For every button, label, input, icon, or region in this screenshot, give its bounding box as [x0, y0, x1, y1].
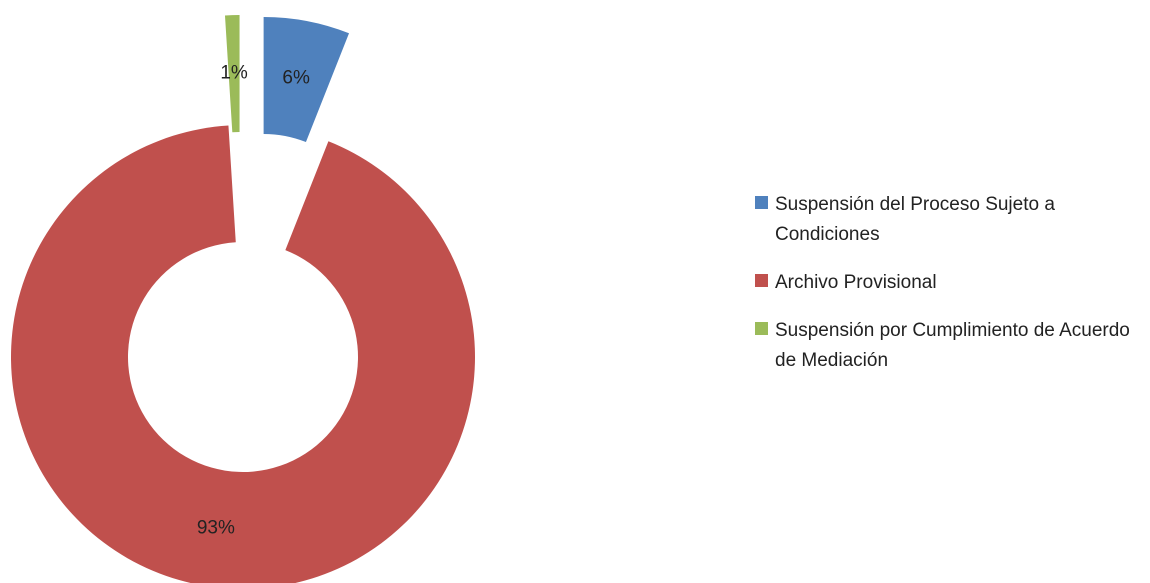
legend: Suspensión del Proceso Sujeto a Condicio… [755, 190, 1145, 394]
data-label: 6% [282, 68, 310, 89]
legend-swatch [755, 274, 768, 287]
data-label: 93% [197, 517, 235, 538]
legend-label: Suspensión por Cumplimiento de Acuerdo d… [775, 320, 1130, 371]
legend-item: Suspensión del Proceso Sujeto a Condicio… [755, 190, 1145, 250]
legend-item: Suspensión por Cumplimiento de Acuerdo d… [755, 316, 1145, 376]
legend-label: Archivo Provisional [775, 272, 937, 293]
slice [11, 125, 475, 583]
legend-swatch [755, 322, 768, 335]
legend-swatch [755, 196, 768, 209]
legend-label: Suspensión del Proceso Sujeto a Condicio… [775, 194, 1055, 245]
slice [224, 15, 240, 133]
legend-item: Archivo Provisional [755, 268, 1145, 298]
data-label: 1% [220, 63, 248, 84]
slice [263, 16, 350, 143]
